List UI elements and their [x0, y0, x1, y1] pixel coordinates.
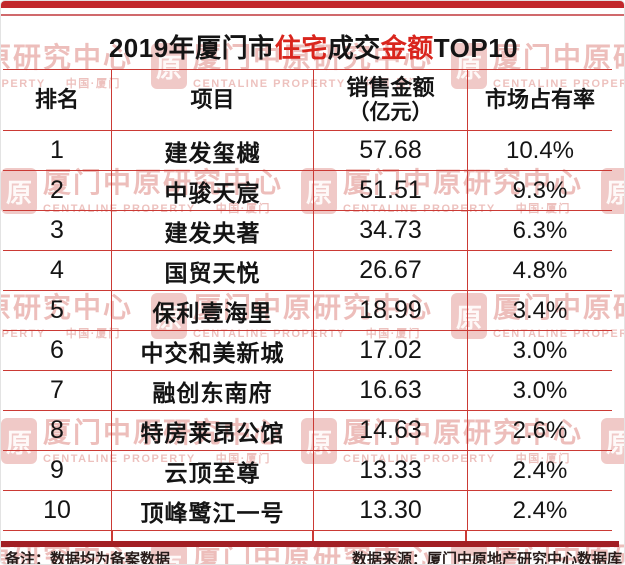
cell-project: 建发玺樾	[111, 130, 314, 171]
cell-amount: 34.73	[313, 210, 468, 251]
cell-project: 中骏天宸	[111, 170, 314, 211]
table-row: 3 建发央著 34.73 6.3%	[3, 210, 612, 251]
title-part: TOP10	[433, 33, 519, 63]
cell-amount: 16.63	[313, 370, 468, 411]
cell-rank: 6	[3, 330, 112, 371]
cell-share: 2.4%	[467, 490, 612, 531]
cell-project: 特房莱昂公馆	[111, 410, 314, 451]
cell-rank: 10	[3, 490, 112, 531]
column-stub-line	[111, 531, 113, 541]
top-thin-line	[1, 14, 624, 16]
cell-project: 保利壹海里	[111, 290, 314, 331]
table-row: 6 中交和美新城 17.02 3.0%	[3, 330, 612, 371]
cell-rank: 8	[3, 410, 112, 451]
cell-rank: 2	[3, 170, 112, 211]
header-amount-line1: 销售金额	[346, 75, 435, 101]
cell-share: 3.4%	[467, 290, 612, 331]
header-amount-line2: （亿元）	[348, 100, 433, 124]
cell-amount: 17.02	[313, 330, 468, 371]
cell-amount: 14.63	[313, 410, 468, 451]
page-title: 2019年厦门市住宅成交金额TOP10	[1, 28, 624, 65]
cell-share: 6.3%	[467, 210, 612, 251]
table-row: 1 建发玺樾 57.68 10.4%	[3, 130, 612, 171]
cell-rank: 9	[3, 450, 112, 491]
table-row: 7 融创东南府 16.63 3.0%	[3, 370, 612, 411]
cell-rank: 4	[3, 250, 112, 291]
cell-rank: 5	[3, 290, 112, 331]
title-part: 2019年厦门市	[108, 33, 275, 63]
footer: 备注：数据均为备案数据 数据来源：厦门中原地产研究中心数据库	[1, 547, 622, 565]
cell-amount: 57.68	[313, 130, 468, 171]
title-highlight-amount: 金额	[380, 33, 434, 63]
column-stub-line	[312, 531, 314, 541]
ranking-table: 排名 项目 销售金额 （亿元） 市场占有率 1 建发玺樾 57.68 10.4% 2 中骏…	[3, 69, 612, 531]
title-highlight-residential: 住宅	[274, 33, 328, 63]
cell-rank: 7	[3, 370, 112, 411]
header-row: 排名 项目 销售金额 （亿元） 市场占有率	[3, 69, 612, 131]
table-row: 2 中骏天宸 51.51 9.3%	[3, 170, 612, 211]
cell-share: 9.3%	[467, 170, 612, 211]
table-body: 1 建发玺樾 57.68 10.4% 2 中骏天宸 51.51 9.3% 3 建发央著 34.73 6…	[3, 130, 612, 531]
table-row: 10 顶峰鹭江一号 13.30 2.4%	[3, 490, 612, 531]
column-stub-line	[465, 531, 467, 541]
table-header: 排名 项目 销售金额 （亿元） 市场占有率	[3, 69, 612, 131]
cell-share: 10.4%	[467, 130, 612, 171]
cell-share: 3.0%	[467, 370, 612, 411]
header-project: 项目	[111, 69, 314, 131]
cell-share: 2.6%	[467, 410, 612, 451]
table-row: 8 特房莱昂公馆 14.63 2.6%	[3, 410, 612, 451]
cell-project: 云顶至尊	[111, 450, 314, 491]
footer-red-bar	[1, 541, 619, 547]
table-row: 4 国贸天悦 26.67 4.8%	[3, 250, 612, 291]
footer-source: 数据来源：厦门中原地产研究中心数据库	[351, 551, 622, 565]
cell-amount: 51.51	[313, 170, 468, 211]
header-rank: 排名	[3, 69, 112, 131]
table-row: 9 云顶至尊 13.33 2.4%	[3, 450, 612, 491]
cell-rank: 3	[3, 210, 112, 251]
cell-project: 国贸天悦	[111, 250, 314, 291]
footer-note: 备注：数据均为备案数据	[5, 551, 171, 565]
table-row: 5 保利壹海里 18.99 3.4%	[3, 290, 612, 331]
cell-amount: 13.33	[313, 450, 468, 491]
cell-amount: 13.30	[313, 490, 468, 531]
top-red-bar	[1, 1, 624, 8]
cell-project: 融创东南府	[111, 370, 314, 411]
cell-amount: 18.99	[313, 290, 468, 331]
header-share: 市场占有率	[467, 69, 612, 131]
cell-amount: 26.67	[313, 250, 468, 291]
title-part: 成交	[327, 33, 381, 63]
cell-rank: 1	[3, 130, 112, 171]
cell-project: 建发央著	[111, 210, 314, 251]
header-amount: 销售金额 （亿元）	[313, 69, 468, 131]
cell-project: 顶峰鹭江一号	[111, 490, 314, 531]
cell-project: 中交和美新城	[111, 330, 314, 371]
cell-share: 2.4%	[467, 450, 612, 491]
cell-share: 3.0%	[467, 330, 612, 371]
cell-share: 4.8%	[467, 250, 612, 291]
